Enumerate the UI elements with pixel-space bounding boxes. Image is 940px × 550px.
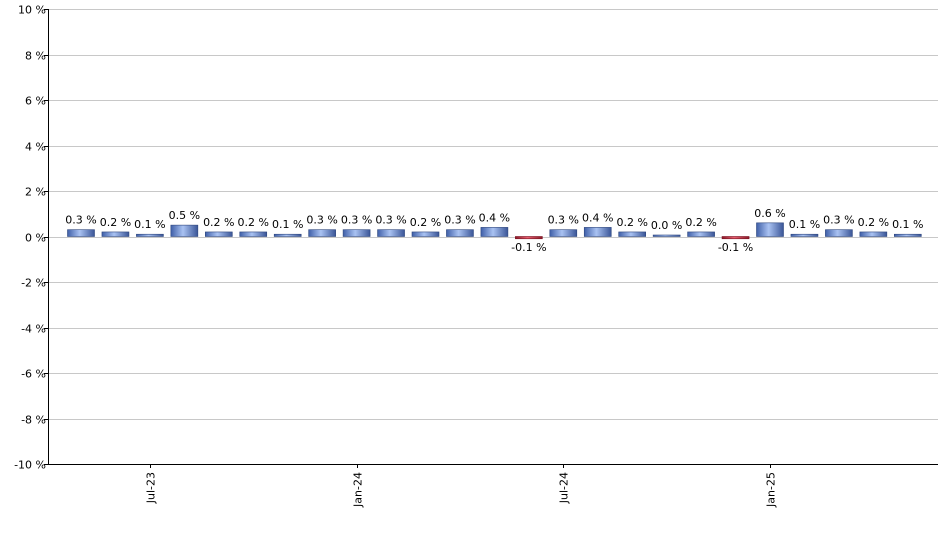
bar — [342, 229, 371, 237]
bar — [239, 231, 268, 237]
bar — [790, 233, 819, 237]
x-tick-label: Jul-24 — [558, 472, 571, 504]
axes — [48, 9, 938, 465]
bar — [136, 233, 164, 237]
bar — [618, 231, 647, 237]
data-label: 0.2 % — [203, 216, 234, 229]
y-tick-label: 4 % — [25, 141, 46, 154]
bar — [721, 236, 750, 240]
data-label: 0.1 % — [892, 218, 923, 231]
data-label: 0.3 % — [65, 214, 96, 227]
data-label: 0.3 % — [823, 214, 854, 227]
bar — [825, 229, 853, 237]
data-label: 0.4 % — [582, 211, 613, 224]
y-tick-label: -6 % — [21, 368, 46, 381]
bar — [308, 229, 336, 237]
bar — [756, 222, 784, 237]
bar — [170, 224, 199, 237]
bar — [515, 236, 543, 240]
x-tick-label: Jan-25 — [765, 472, 778, 508]
bar — [549, 229, 578, 237]
y-tick-label: -8 % — [21, 414, 46, 427]
data-label: 0.2 % — [100, 216, 131, 229]
bar — [687, 231, 715, 237]
data-label: 0.3 % — [444, 214, 475, 227]
data-label: 0.1 % — [134, 218, 165, 231]
data-label: 0.2 % — [238, 216, 269, 229]
y-tick-label: 2 % — [25, 186, 46, 199]
data-label: -0.1 % — [718, 241, 753, 254]
bar — [67, 229, 95, 237]
data-labels: 0.3 % 0.2 % 0.1 %0.5 %0.2 % 0.2 % 0.1 % 0.3 %… — [65, 207, 923, 254]
y-tick-label: 0 % — [25, 232, 46, 245]
bar — [205, 231, 233, 237]
data-label: -0.1 % — [511, 241, 546, 254]
data-label: 0.3 % — [341, 214, 372, 227]
data-label: 0.4 % — [479, 211, 510, 224]
data-label: 0.3 % — [375, 214, 406, 227]
bar — [652, 234, 681, 237]
gridlines — [48, 9, 938, 465]
data-label: 0.2 % — [410, 216, 441, 229]
bar — [273, 233, 302, 237]
data-label: 0.1 % — [789, 218, 820, 231]
bar — [446, 229, 474, 237]
y-tick-label: -4 % — [21, 323, 46, 336]
bar — [480, 227, 509, 237]
y-tick-label: -10 % — [14, 459, 46, 472]
data-label: 0.2 % — [858, 216, 889, 229]
bar — [893, 233, 922, 237]
data-label: 0.2 % — [685, 216, 716, 229]
data-label: 0.1 % — [272, 218, 303, 231]
bar — [377, 229, 405, 237]
y-tick-label: 10 % — [18, 4, 46, 17]
data-label: 0.3 % — [548, 214, 579, 227]
bar — [101, 231, 130, 237]
data-label: 0.2 % — [616, 216, 647, 229]
y-tick-label: 8 % — [25, 50, 46, 63]
data-label: 0.5 % — [169, 209, 200, 222]
x-tick-label: Jul-23 — [145, 472, 158, 504]
bar — [859, 231, 888, 237]
bars — [67, 222, 922, 240]
x-axis-ticks: Jul-23 Jan-24 Jul-24 Jan-25 — [145, 464, 778, 508]
y-tick-label: 6 % — [25, 95, 46, 108]
x-tick-label: Jan-24 — [352, 472, 365, 508]
bar — [583, 227, 612, 237]
data-label: 0.6 % — [754, 207, 785, 220]
data-label: 0.3 % — [306, 214, 337, 227]
data-label: 0.0 % — [651, 219, 682, 232]
bar — [411, 231, 440, 237]
y-axis-ticks: 10 % 8 % 6 % 4 % 2 % 0 % -2 % -4 % -6 % -8 % -10 % — [14, 4, 48, 472]
y-tick-label: -2 % — [21, 277, 46, 290]
